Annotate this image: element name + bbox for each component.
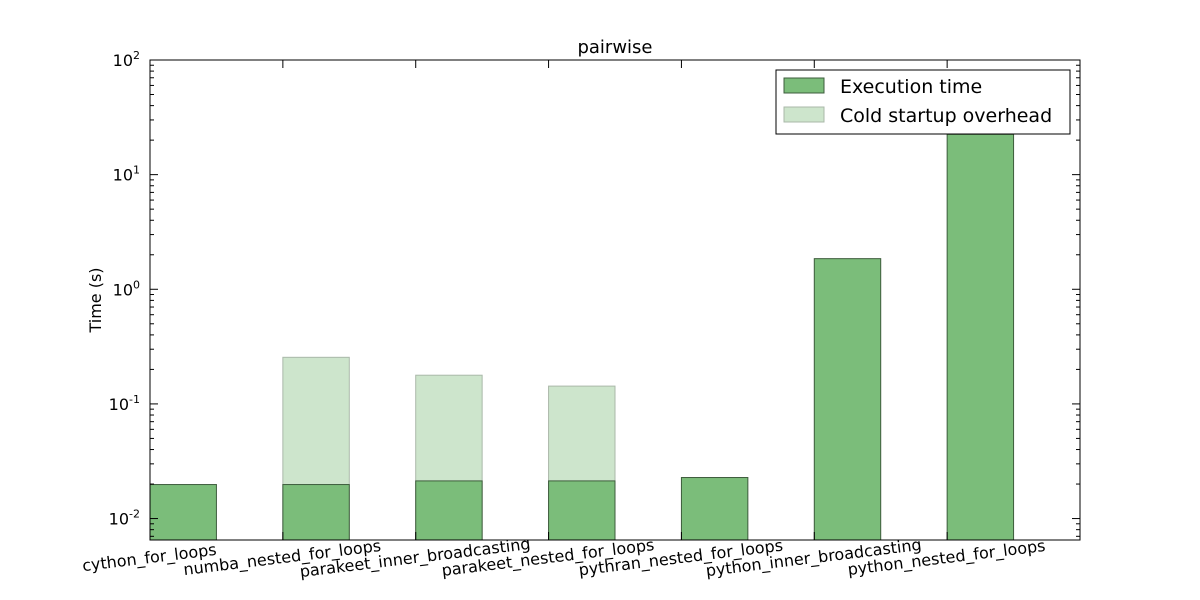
y-tick-label: 102: [113, 49, 140, 70]
legend-swatch: [783, 77, 825, 94]
chart-title: pairwise: [577, 37, 652, 58]
legend-label: Cold startup overhead: [840, 105, 1052, 127]
bar-execution-time: [149, 484, 217, 541]
bar-execution-time: [548, 480, 616, 541]
plot-frame: [149, 59, 1081, 541]
y-tick-label: 101: [113, 164, 140, 185]
y-axis-label: Time (s): [86, 267, 105, 333]
bar-execution-time: [813, 258, 882, 541]
y-tick-label: 100: [113, 278, 140, 299]
y-tick-label: 10-2: [109, 508, 140, 529]
legend-swatch: [783, 106, 825, 123]
legend-label: Execution time: [840, 76, 982, 98]
bar-execution-time: [680, 477, 749, 541]
legend: Execution time Cold startup overhead: [775, 69, 1071, 135]
legend-box: [775, 69, 1071, 135]
y-tick-label: 10-1: [109, 393, 140, 414]
bar-execution-time: [946, 133, 1015, 541]
bars-layer: [149, 133, 1015, 541]
bar-execution-time: [282, 484, 350, 541]
bar-execution-time: [415, 480, 483, 541]
